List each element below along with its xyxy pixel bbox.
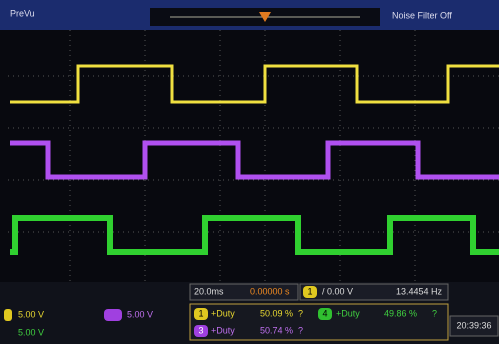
header-title: PreVu (10, 8, 35, 18)
trigger-level: / 0.00 V (322, 286, 353, 296)
clock: 20:39:36 (456, 320, 491, 330)
meas-value: 50.09 % (260, 308, 293, 318)
meas-name: +Duty (211, 325, 235, 335)
noise-filter: Noise Filter Off (392, 10, 452, 20)
meas-source: 3 (198, 325, 203, 335)
ch1-scale: 5.00 V (18, 309, 44, 319)
meas-value: 50.74 % (260, 325, 293, 335)
timebase-scale: 20.0ms (194, 286, 224, 296)
meas-value: 49.86 % (384, 308, 417, 318)
meas-status: ? (298, 325, 303, 335)
page: PreVu Noise Filter Off 5.00 V 5.00 V 5.0… (0, 0, 499, 344)
meas-status: ? (298, 308, 303, 318)
meas-source: 1 (198, 308, 203, 318)
timebase-position: 0.00000 s (250, 286, 290, 296)
meas-status: ? (432, 308, 437, 318)
ch2-scale: 5.00 V (18, 327, 44, 337)
trigger-source: 1 (307, 286, 312, 296)
meas-name: +Duty (336, 308, 360, 318)
trigger-frequency: 13.4454 Hz (396, 286, 443, 296)
ch1-badge (4, 309, 12, 321)
ch3-badge (104, 309, 122, 321)
scope-screen: PreVu Noise Filter Off 5.00 V 5.00 V 5.0… (0, 0, 499, 344)
meas-source: 4 (322, 308, 327, 318)
ch3-scale: 5.00 V (127, 309, 153, 319)
meas-name: +Duty (211, 308, 235, 318)
